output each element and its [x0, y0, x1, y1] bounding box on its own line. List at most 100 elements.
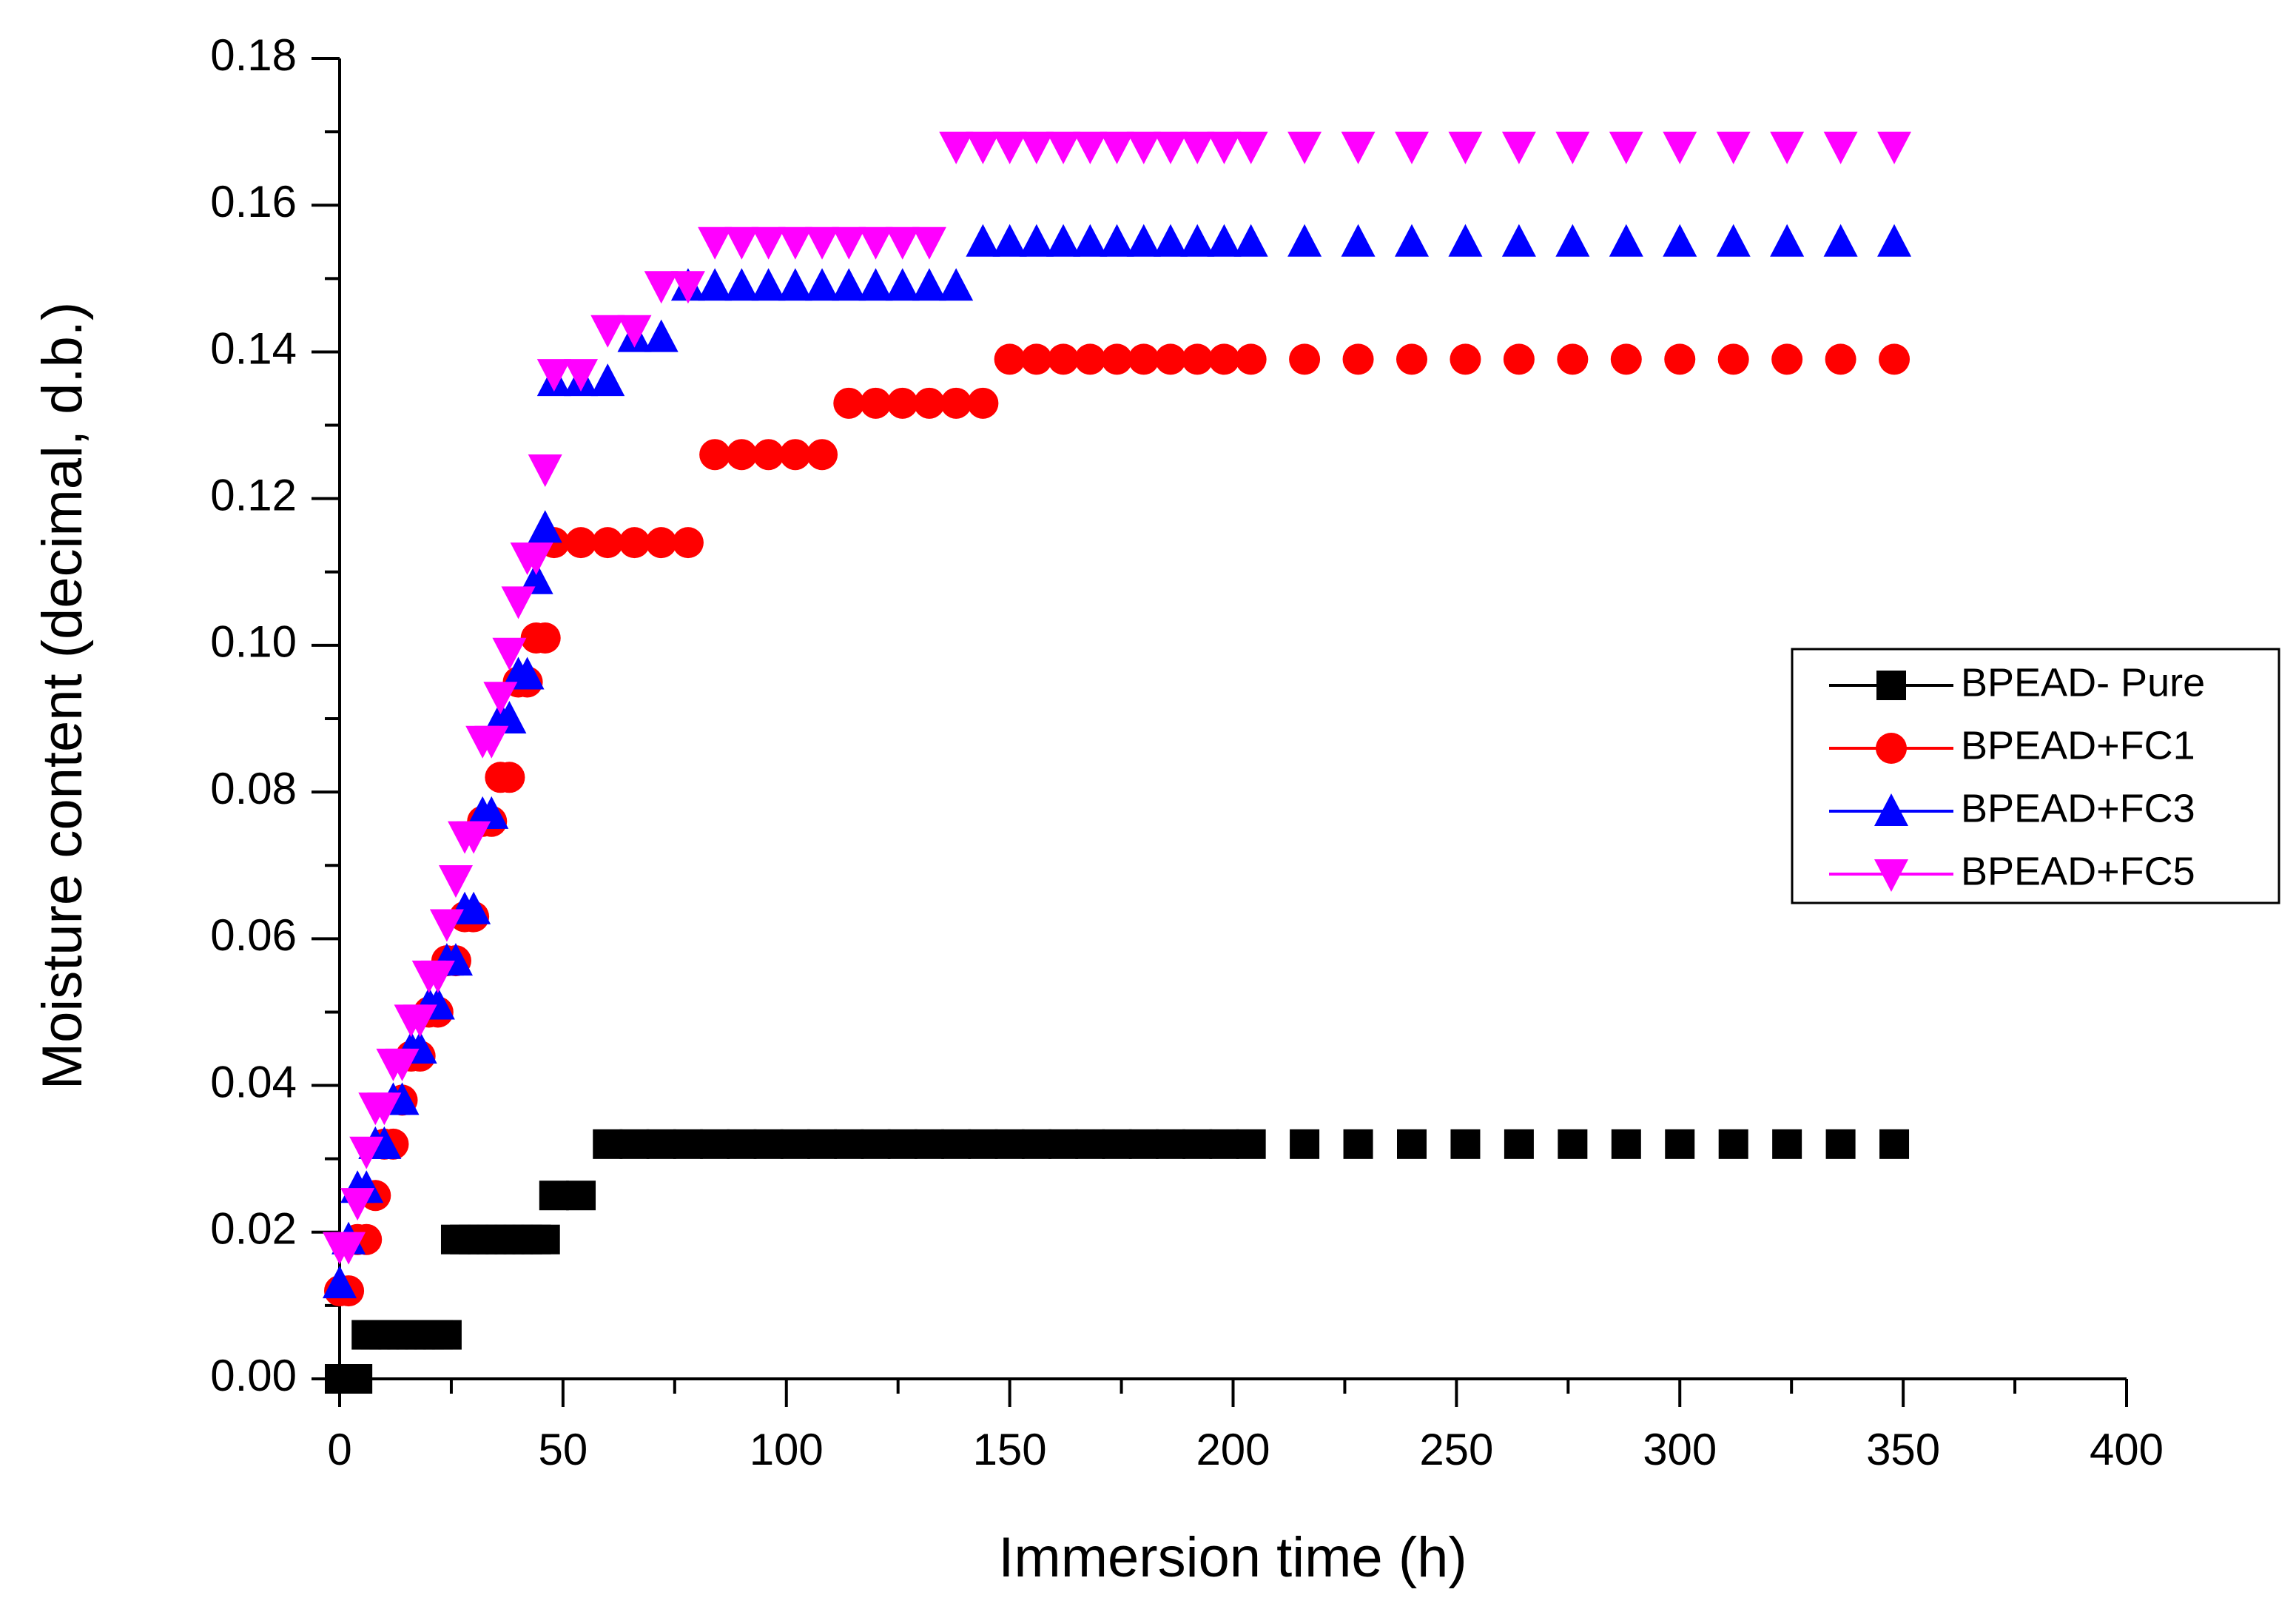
marker-triangle-down — [429, 909, 464, 942]
marker-circle — [1154, 343, 1186, 375]
marker-circle — [494, 762, 525, 793]
marker-triangle-up — [939, 268, 974, 301]
marker-circle — [1182, 343, 1213, 375]
marker-triangle-up — [885, 268, 920, 301]
y-tick-label: 0.04 — [210, 1057, 297, 1106]
marker-triangle-down — [1555, 131, 1590, 164]
marker-triangle-down — [1609, 131, 1643, 164]
marker-triangle-down — [340, 1188, 375, 1221]
marker-triangle-up — [1448, 224, 1483, 257]
marker-triangle-down — [670, 271, 705, 304]
marker-circle — [994, 343, 1026, 375]
marker-triangle-up — [1823, 224, 1858, 257]
marker-triangle-up — [1555, 224, 1590, 257]
marker-triangle-up — [1716, 224, 1751, 257]
marker-circle — [1208, 343, 1240, 375]
marker-square — [727, 1129, 757, 1159]
marker-square — [1825, 1129, 1856, 1159]
marker-square — [780, 1129, 810, 1159]
marker-circle — [1048, 343, 1080, 375]
marker-square — [1718, 1129, 1748, 1159]
marker-triangle-up — [1180, 224, 1215, 257]
marker-square — [1290, 1129, 1320, 1159]
marker-circle — [753, 439, 784, 471]
marker-triangle-up — [1501, 224, 1536, 257]
x-tick-label: 0 — [327, 1425, 351, 1474]
marker-circle — [1879, 343, 1910, 375]
marker-circle — [1557, 343, 1589, 375]
marker-triangle-down — [778, 226, 812, 260]
marker-triangle-up — [1126, 224, 1161, 257]
marker-square — [530, 1224, 560, 1255]
marker-triangle-down — [992, 131, 1027, 164]
marker-triangle-down — [751, 226, 786, 260]
marker-triangle-down — [420, 960, 455, 993]
x-tick-label: 400 — [2090, 1425, 2164, 1474]
marker-triangle-down — [1770, 131, 1805, 164]
marker-square — [593, 1129, 623, 1159]
marker-triangle-up — [474, 796, 509, 829]
marker-triangle-up — [1663, 224, 1697, 257]
marker-circle — [699, 439, 731, 471]
marker-square — [1209, 1129, 1239, 1159]
marker-circle — [807, 439, 838, 471]
marker-triangle-up — [858, 268, 893, 301]
marker-triangle-down — [698, 226, 733, 260]
marker-triangle-up — [590, 363, 625, 397]
marker-triangle-down — [805, 226, 840, 260]
marker-square — [646, 1129, 676, 1159]
marker-circle — [1396, 343, 1427, 375]
y-tick-label: 0.08 — [210, 764, 297, 813]
y-tick-label: 0.12 — [210, 471, 297, 520]
marker-square — [1182, 1129, 1213, 1159]
marker-triangle-down — [1287, 131, 1322, 164]
marker-square — [1450, 1129, 1481, 1159]
marker-triangle-down — [1395, 131, 1429, 164]
marker-triangle-down — [564, 359, 599, 392]
marker-triangle-up — [1341, 224, 1376, 257]
marker-square — [861, 1129, 891, 1159]
marker-square — [968, 1129, 998, 1159]
marker-triangle-up — [832, 268, 866, 301]
marker-triangle-down — [1153, 131, 1188, 164]
marker-circle — [726, 439, 758, 471]
marker-triangle-up — [1046, 224, 1081, 257]
marker-square — [1102, 1129, 1132, 1159]
marker-triangle-down — [1341, 131, 1376, 164]
marker-triangle-down — [832, 226, 866, 260]
marker-triangle-down — [385, 1048, 420, 1081]
marker-triangle-down — [590, 315, 625, 348]
marker-triangle-down — [528, 454, 562, 488]
marker-circle — [592, 527, 624, 559]
legend-label: BPEAD+FC5 — [1961, 849, 2195, 893]
marker-triangle-up — [1019, 224, 1054, 257]
legend-box — [1791, 648, 2280, 904]
marker-square — [1665, 1129, 1695, 1159]
marker-triangle-down — [367, 1092, 402, 1126]
marker-triangle-down — [1448, 131, 1483, 164]
marker-triangle-down — [331, 1232, 366, 1265]
marker-triangle-down — [1180, 131, 1215, 164]
marker-triangle-up — [1874, 793, 1908, 826]
marker-triangle-down — [1823, 131, 1858, 164]
marker-circle — [1128, 343, 1159, 375]
x-axis-title: Immersion time (h) — [998, 1526, 1467, 1589]
marker-triangle-up — [992, 224, 1027, 257]
marker-circle — [1771, 343, 1803, 375]
marker-square — [1772, 1129, 1802, 1159]
marker-triangle-down — [1663, 131, 1697, 164]
x-tick-label: 250 — [1419, 1425, 1493, 1474]
marker-triangle-down — [885, 226, 920, 260]
y-tick-label: 0.10 — [210, 617, 297, 667]
marker-triangle-down — [966, 131, 1000, 164]
marker-triangle-down — [1877, 131, 1912, 164]
marker-square — [914, 1129, 944, 1159]
marker-triangle-up — [912, 268, 946, 301]
marker-triangle-up — [323, 1266, 357, 1299]
marker-circle — [1503, 343, 1535, 375]
marker-triangle-up — [778, 268, 812, 301]
marker-triangle-up — [1153, 224, 1188, 257]
legend-label: BPEAD+FC3 — [1961, 786, 2195, 830]
marker-circle — [1664, 343, 1696, 375]
x-tick-label: 200 — [1196, 1425, 1270, 1474]
